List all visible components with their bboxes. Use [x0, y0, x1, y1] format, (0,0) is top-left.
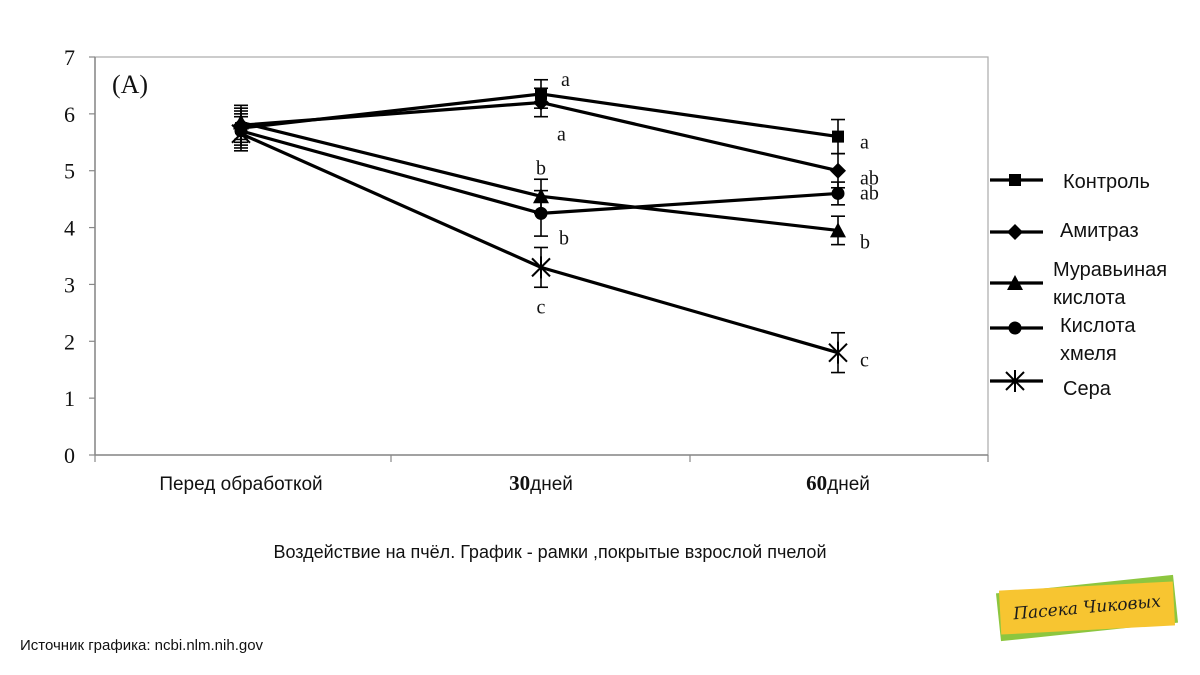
y-tick-label: 6	[64, 102, 75, 127]
marker-triangle	[1007, 275, 1023, 290]
legend-item: Кислота хмеля	[990, 315, 1136, 365]
marker-circle	[534, 206, 548, 220]
marker-triangle	[830, 222, 846, 238]
data-point	[534, 206, 548, 220]
significance-letter: c	[860, 350, 869, 372]
data-point	[830, 162, 846, 179]
y-tick-label: 3	[64, 272, 75, 297]
legend-marker	[1005, 370, 1025, 392]
data-point	[533, 94, 549, 111]
legend-item: Контроль	[990, 171, 1150, 193]
series-square: aa	[234, 69, 869, 155]
data-point	[531, 256, 551, 279]
chart-caption: Воздействие на пчёл. График - рамки ,пок…	[273, 542, 827, 562]
data-point	[831, 186, 845, 200]
y-tick-label: 7	[64, 45, 75, 70]
significance-letter: a	[561, 69, 570, 91]
data-point	[828, 341, 848, 364]
y-tick-label: 5	[64, 159, 75, 184]
x-tick-label: 60дней	[806, 471, 870, 495]
panel-label: (A)	[112, 70, 148, 99]
significance-letter: ab	[860, 168, 879, 190]
series-star: cc	[231, 115, 869, 374]
marker-square	[1009, 174, 1021, 186]
y-tick-label: 0	[64, 443, 75, 468]
legend-label: Амитраз	[1060, 220, 1139, 242]
significance-letter: c	[537, 296, 546, 318]
logo-text: Пасека Чиковых	[1012, 591, 1162, 625]
marker-circle	[1008, 321, 1022, 335]
marker-square	[832, 130, 844, 143]
x-tick-label: Перед обработкой	[159, 474, 322, 495]
significance-letter: a	[860, 132, 869, 154]
data-point	[231, 122, 251, 145]
legend: Контроль Амитраз Муравьиная кислота Кислота х…	[990, 171, 1167, 400]
legend-label: Муравьиная	[1053, 259, 1167, 281]
significance-letter: b	[559, 227, 569, 249]
data-point	[830, 222, 846, 238]
legend-item: Амитраз	[990, 220, 1139, 242]
legend-label: Кислота	[1060, 315, 1136, 337]
legend-marker	[1008, 321, 1022, 335]
significance-letter: ab	[860, 182, 879, 204]
marker-diamond	[1007, 224, 1023, 240]
source-note: Источник графика: ncbi.nlm.nih.gov	[20, 637, 264, 654]
legend-label: Сера	[1063, 378, 1112, 400]
y-tick-label: 1	[64, 386, 75, 411]
y-tick-label: 2	[64, 329, 75, 354]
legend-label: Контроль	[1063, 171, 1150, 193]
legend-marker	[1007, 224, 1023, 240]
marker-diamond	[533, 94, 549, 111]
x-tick-label: 30дней	[509, 471, 573, 495]
marker-circle	[831, 186, 845, 200]
legend-marker	[1009, 174, 1021, 186]
marker-diamond	[830, 162, 846, 179]
legend-item: Муравьиная кислота	[990, 259, 1167, 309]
data-point	[832, 130, 844, 143]
y-tick-label: 4	[64, 216, 75, 241]
legend-label: кислота	[1053, 287, 1126, 309]
apiary-logo: Пасека Чиковых	[992, 574, 1182, 642]
legend-item: Сера	[990, 370, 1112, 400]
significance-letter: a	[557, 123, 566, 145]
significance-letter: b	[860, 231, 870, 253]
legend-label: хмеля	[1060, 343, 1117, 365]
significance-letter: b	[536, 157, 546, 179]
legend-marker	[1007, 275, 1023, 290]
